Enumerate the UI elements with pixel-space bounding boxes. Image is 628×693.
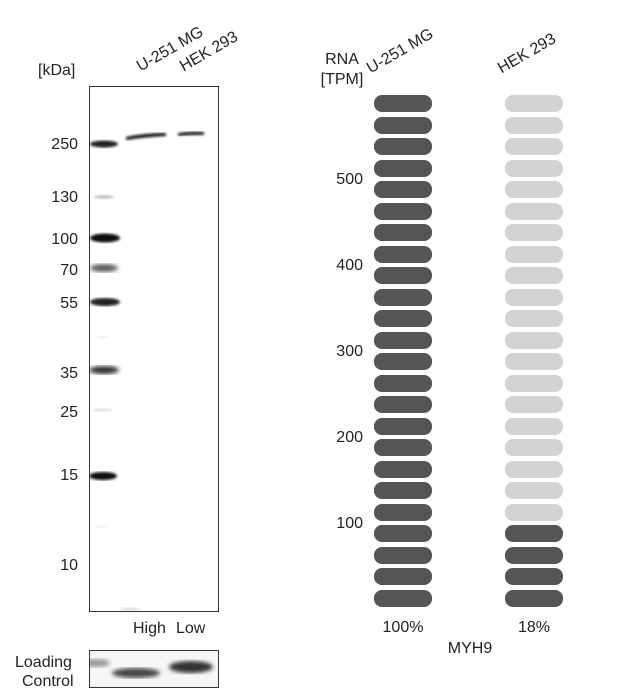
ladder-band-100 xyxy=(90,233,120,243)
kda-unit-label: [kDa] xyxy=(38,62,76,79)
rna-header: RNA [TPM] xyxy=(318,50,366,90)
rna-segment xyxy=(374,503,432,521)
ladder-band-15 xyxy=(90,472,117,480)
sample-band-u251 xyxy=(126,133,166,140)
rna-tick-500: 500 xyxy=(336,171,363,188)
marker-10: 10 xyxy=(60,557,78,574)
ladder-band-35 xyxy=(90,366,119,374)
rna-segment xyxy=(374,396,432,413)
rna-segment xyxy=(505,482,563,499)
ladder-band-70 xyxy=(90,264,118,272)
rna-tick-200: 200 xyxy=(336,429,363,446)
label-low: Low xyxy=(176,620,206,637)
loading-control-blot xyxy=(89,650,219,688)
marker-250: 250 xyxy=(51,136,78,153)
rna-segment xyxy=(505,546,563,564)
marker-35: 35 xyxy=(60,365,78,382)
rna-tick-400: 400 xyxy=(336,257,363,274)
rna-segment xyxy=(505,439,563,456)
rna-segment xyxy=(374,568,432,585)
marker-55: 55 xyxy=(60,295,78,312)
rna-segment xyxy=(505,202,563,220)
rna-segment xyxy=(374,589,432,607)
rna-segment xyxy=(374,439,432,456)
western-blot-image xyxy=(89,86,219,612)
loading-control-label-line1: Loading xyxy=(15,654,72,671)
ladder-band-25 xyxy=(92,408,112,412)
rna-bar-hek293 xyxy=(505,0,563,610)
marker-70: 70 xyxy=(60,262,78,279)
rna-segment xyxy=(374,202,432,220)
rna-tick-300: 300 xyxy=(336,343,363,360)
rna-segment xyxy=(374,353,432,370)
rna-segment xyxy=(505,568,563,585)
marker-100: 100 xyxy=(51,231,78,248)
blot-bands xyxy=(90,131,204,611)
rna-percent-u251: 100% xyxy=(382,619,424,636)
ladder-band-250 xyxy=(90,140,118,148)
rna-segment xyxy=(505,525,563,542)
rna-segment xyxy=(374,224,432,241)
rna-segment xyxy=(505,310,563,327)
loading-control-label-line2: Control xyxy=(22,673,74,690)
gene-name: MYH9 xyxy=(447,640,493,657)
rna-segment xyxy=(505,116,563,134)
marker-130: 130 xyxy=(51,189,78,206)
label-high: High xyxy=(133,620,166,637)
rna-segment xyxy=(374,159,432,177)
rna-segment xyxy=(505,95,563,112)
rna-segment xyxy=(505,503,563,521)
rna-segment xyxy=(374,546,432,564)
rna-segment xyxy=(505,288,563,306)
rna-segment xyxy=(374,310,432,327)
rna-segment xyxy=(505,159,563,177)
rna-bar-u251 xyxy=(374,0,432,610)
rna-header-line1: RNA xyxy=(325,51,359,68)
rna-tick-100: 100 xyxy=(336,515,363,532)
rna-segment xyxy=(374,267,432,284)
rna-segment xyxy=(505,396,563,413)
sample-band-hek293 xyxy=(178,131,204,136)
rna-segment xyxy=(374,460,432,478)
rna-segment xyxy=(374,288,432,306)
rna-segment xyxy=(374,116,432,134)
ladder-band-130 xyxy=(94,195,114,199)
rna-segment xyxy=(505,181,563,198)
rna-segment xyxy=(374,374,432,392)
rna-segment xyxy=(374,525,432,542)
loading-control-bands xyxy=(90,659,213,678)
marker-15: 15 xyxy=(60,467,78,484)
rna-segment xyxy=(374,482,432,499)
rna-segment xyxy=(505,460,563,478)
rna-header-line2: [TPM] xyxy=(320,71,364,88)
rna-percent-hek293: 18% xyxy=(517,619,551,636)
rna-segment xyxy=(505,374,563,392)
rna-segment xyxy=(374,95,432,112)
rna-segment xyxy=(374,417,432,435)
rna-segment xyxy=(374,181,432,198)
lc-band-hek293 xyxy=(169,661,213,673)
rna-segment xyxy=(374,138,432,155)
ladder-band-55 xyxy=(90,298,120,306)
rna-segment xyxy=(374,245,432,263)
rna-segment xyxy=(505,589,563,607)
rna-segment xyxy=(374,331,432,349)
rna-segment xyxy=(505,353,563,370)
rna-segment xyxy=(505,224,563,241)
lc-band-u251 xyxy=(112,668,160,678)
rna-segment xyxy=(505,267,563,284)
rna-segment xyxy=(505,138,563,155)
rna-segment xyxy=(505,331,563,349)
rna-segment xyxy=(505,417,563,435)
rna-segment xyxy=(505,245,563,263)
marker-25: 25 xyxy=(60,404,78,421)
